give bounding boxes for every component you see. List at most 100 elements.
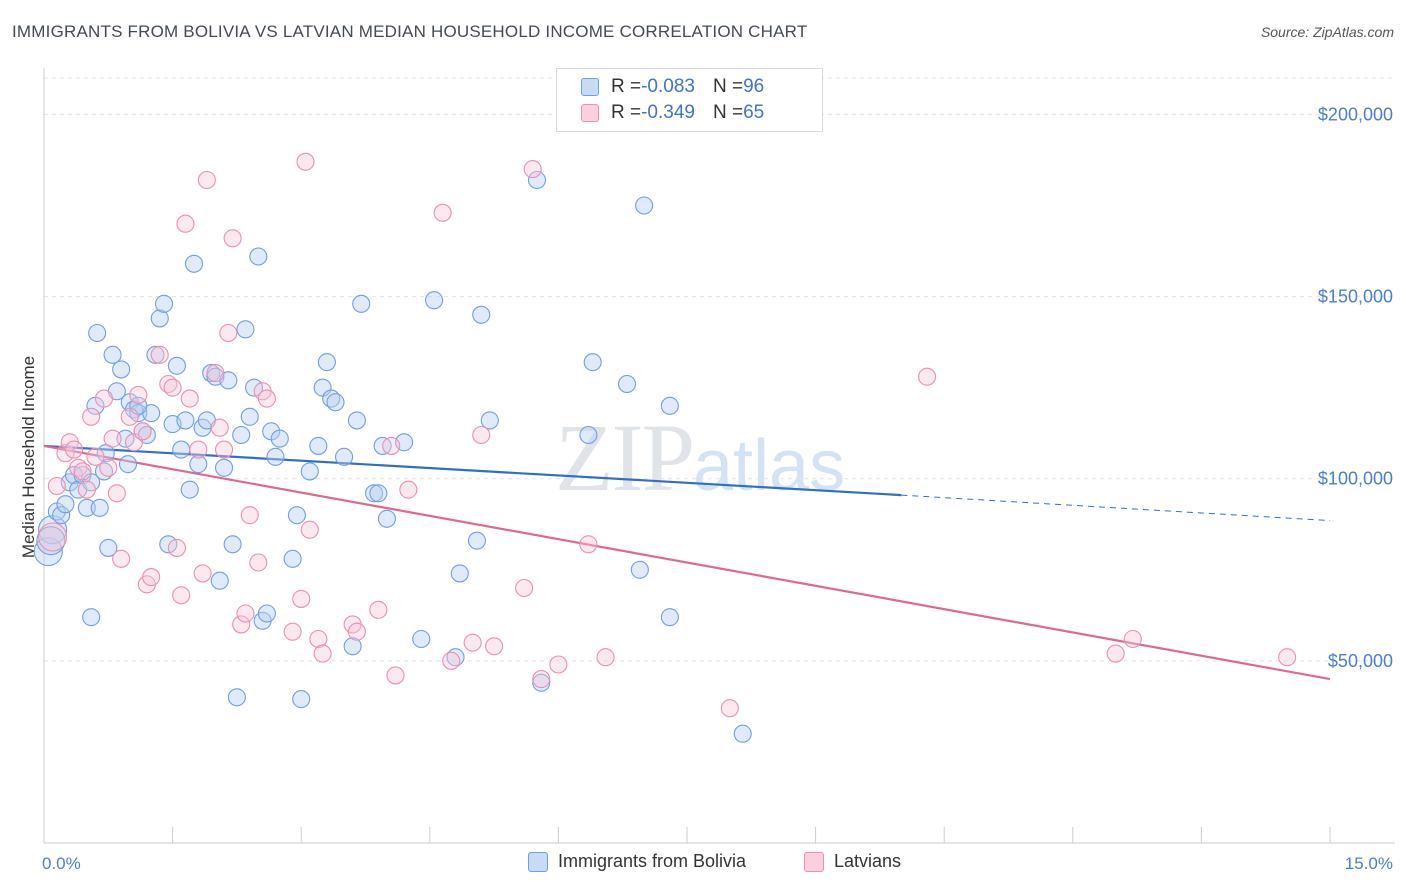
- point-latvians: [918, 367, 937, 386]
- x-tick-label: 0.0%: [42, 854, 81, 873]
- point-bolivia: [352, 294, 371, 313]
- legend-r-value: -0.083: [641, 76, 695, 97]
- point-bolivia: [90, 498, 109, 517]
- point-bolivia: [425, 291, 444, 310]
- point-latvians: [1123, 629, 1142, 649]
- point-bolivia: [227, 688, 246, 707]
- point-latvians: [47, 476, 66, 496]
- series-label-bolivia: Immigrants from Bolivia: [558, 851, 747, 871]
- point-latvians: [120, 407, 139, 426]
- point-latvians: [532, 670, 551, 689]
- point-bolivia: [257, 604, 276, 623]
- point-latvians: [1278, 648, 1297, 667]
- correlation-legend: R = -0.083 N = 96 R = -0.349 N = 65: [556, 68, 823, 132]
- point-latvians: [236, 604, 255, 623]
- tick-labels: $50,000 $100,000 $150,000 $200,000 0.0% 15.0%: [42, 104, 1393, 873]
- point-bolivia: [369, 484, 388, 503]
- legend-r-value: -0.349: [641, 102, 695, 123]
- point-latvians: [249, 553, 268, 572]
- point-latvians: [172, 586, 191, 605]
- point-latvians: [433, 203, 452, 222]
- point-bolivia: [583, 353, 602, 372]
- point-latvians: [232, 615, 251, 634]
- axes: [43, 68, 1395, 844]
- point-bolivia: [292, 690, 311, 709]
- point-latvians: [206, 364, 225, 383]
- point-bolivia: [266, 447, 285, 466]
- point-latvians: [94, 389, 114, 408]
- point-bolivia: [660, 396, 679, 415]
- watermark-zip: ZIP: [555, 404, 695, 511]
- point-latvians: [103, 429, 122, 448]
- point-bolivia: [660, 608, 679, 627]
- point-bolivia: [309, 436, 328, 455]
- point-latvians: [472, 425, 491, 445]
- legend-swatch-bolivia: [581, 78, 599, 96]
- point-bolivia: [167, 356, 186, 375]
- point-latvians: [167, 538, 186, 557]
- point-bolivia: [240, 407, 259, 426]
- point-latvians: [189, 440, 208, 459]
- point-latvians: [112, 549, 131, 568]
- legend-r-label: R =: [611, 76, 642, 97]
- point-latvians: [240, 506, 259, 525]
- point-bolivia: [527, 170, 547, 190]
- trend-line-latvians: [43, 444, 1331, 681]
- point-latvians: [292, 589, 311, 608]
- series-legend-bolivia[interactable]: Immigrants from Bolivia: [528, 851, 746, 872]
- series-label-latvians: Latvians: [834, 851, 902, 871]
- point-bolivia: [579, 425, 598, 445]
- point-bolivia: [270, 429, 289, 448]
- point-latvians: [210, 418, 229, 437]
- chart-title: IMMIGRANTS FROM BOLIVIA VS LATVIAN MEDIA…: [12, 22, 808, 41]
- point-bolivia: [210, 571, 229, 590]
- point-latvians: [150, 345, 169, 364]
- y-tick-label: $150,000: [1318, 287, 1393, 307]
- point-bolivia: [176, 411, 195, 430]
- point-latvians: [515, 578, 534, 598]
- point-bolivia: [146, 345, 165, 364]
- series-swatch-bolivia: [528, 851, 548, 872]
- point-latvians: [214, 440, 234, 459]
- point-bolivia: [112, 360, 131, 379]
- point-bolivia: [326, 393, 345, 412]
- point-latvians: [142, 568, 161, 587]
- point-latvians: [99, 458, 118, 477]
- point-latvians: [579, 535, 598, 554]
- point-latvians: [197, 170, 216, 190]
- point-bolivia: [287, 506, 306, 525]
- point-bolivia: [300, 462, 319, 481]
- point-latvians: [523, 160, 542, 179]
- series-swatch-latvians: [804, 851, 824, 872]
- point-bolivia: [733, 724, 752, 743]
- point-bolivia: [184, 254, 204, 273]
- point-latvians: [193, 564, 212, 583]
- legend-n-value: 96: [743, 76, 765, 97]
- point-latvians: [82, 407, 101, 426]
- point-bolivia: [189, 455, 208, 474]
- point-latvians: [386, 666, 405, 685]
- trend-line-bolivia: [43, 444, 902, 497]
- point-bolivia: [232, 425, 251, 445]
- y-axis-label: Median Household Income: [19, 356, 38, 558]
- point-bolivia: [467, 531, 487, 550]
- point-latvians: [485, 637, 504, 656]
- point-latvians: [399, 480, 418, 499]
- trend-lines: [43, 444, 1331, 681]
- point-latvians: [309, 629, 328, 649]
- point-bolivia: [377, 509, 396, 528]
- point-latvians: [463, 633, 482, 652]
- point-bolivia: [365, 484, 384, 503]
- point-latvians: [442, 651, 461, 670]
- point-bolivia: [180, 480, 199, 499]
- point-bolivia: [317, 353, 336, 372]
- point-bolivia: [88, 323, 107, 343]
- point-bolivia: [223, 535, 242, 554]
- point-bolivia: [52, 506, 71, 525]
- legend-swatch-latvians: [581, 104, 599, 122]
- point-latvians: [549, 655, 568, 674]
- series-legend-latvians[interactable]: Latvians: [804, 851, 901, 872]
- point-latvians: [1106, 644, 1125, 663]
- point-bolivia: [172, 440, 191, 459]
